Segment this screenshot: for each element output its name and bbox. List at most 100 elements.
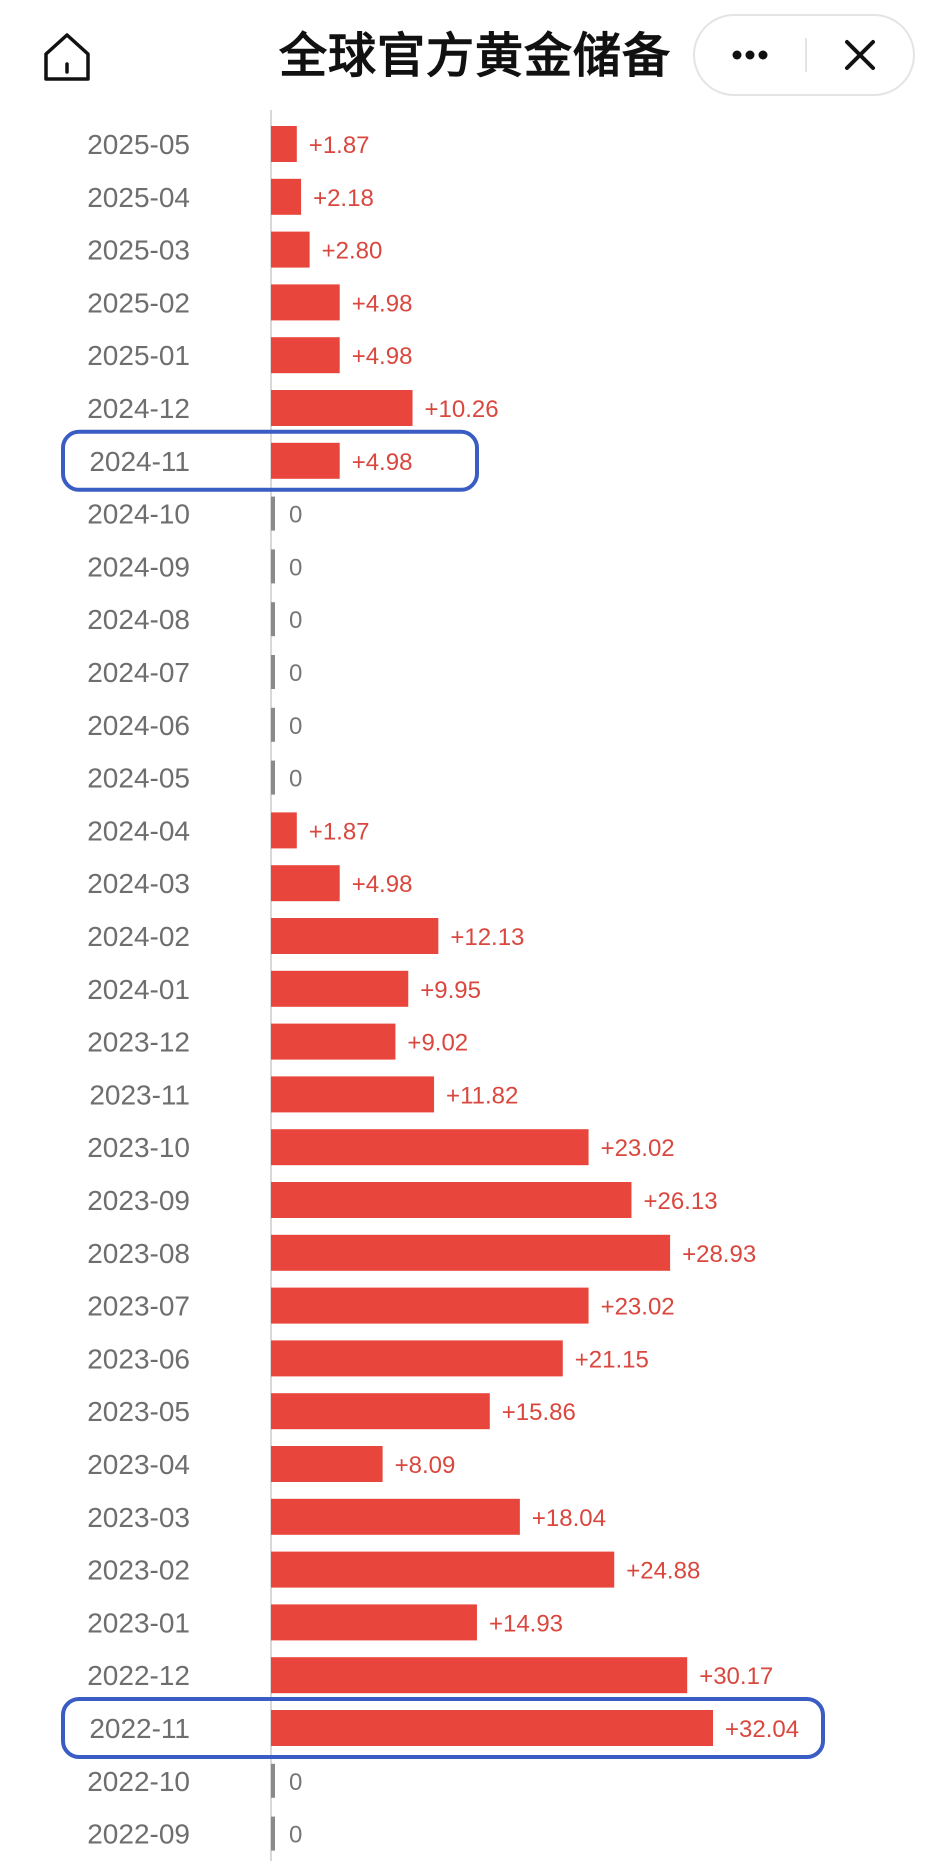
bar-row: 2023-06 +21.15	[87, 1340, 649, 1377]
bar[interactable]	[271, 1604, 477, 1641]
bar[interactable]	[271, 1287, 589, 1324]
value-label: +28.93	[682, 1241, 756, 1268]
category-label: 2023-01	[87, 1607, 190, 1638]
bar-row: 2023-01 +14.93	[87, 1604, 563, 1641]
bar-row: 2025-03 +2.80	[87, 231, 383, 268]
bar-row: 2022-12 +30.17	[87, 1657, 773, 1694]
bar-row: 2025-05 +1.87	[87, 126, 370, 162]
bar[interactable]	[271, 1182, 632, 1218]
bar[interactable]	[271, 1710, 713, 1746]
value-label: +30.17	[699, 1663, 773, 1690]
bar-row: 2023-04 +8.09	[87, 1446, 455, 1482]
zero-bar	[271, 1763, 275, 1798]
menu-capsule	[693, 14, 915, 96]
value-label: +23.02	[601, 1135, 675, 1162]
bar[interactable]	[271, 970, 409, 1007]
bar-row: 2024-01 +9.95	[87, 970, 481, 1007]
category-label: 2024-07	[87, 657, 190, 688]
value-label: 0	[289, 1769, 302, 1796]
zero-bar	[271, 760, 275, 795]
bar-row: 2024-11 +4.98	[89, 442, 412, 479]
bar-row: 2023-08 +28.93	[87, 1234, 756, 1271]
zero-bar	[271, 1816, 275, 1851]
category-label: 2024-01	[87, 974, 190, 1005]
bar[interactable]	[271, 1657, 688, 1694]
category-label: 2023-11	[89, 1079, 190, 1110]
bar[interactable]	[271, 1340, 563, 1377]
page-title: 全球官方黄金储备	[278, 30, 671, 83]
bar-row: 2024-05 0	[87, 760, 302, 795]
bar[interactable]	[271, 178, 302, 215]
more-button[interactable]	[695, 16, 805, 94]
bar-row: 2025-01 +4.98	[87, 337, 412, 374]
zero-bar	[271, 549, 275, 584]
bar[interactable]	[271, 1393, 490, 1430]
bar-row: 2022-11 +32.04	[89, 1710, 799, 1746]
value-label: +14.93	[489, 1610, 563, 1637]
bar[interactable]	[271, 390, 413, 426]
value-label: +9.02	[407, 1030, 468, 1057]
category-label: 2022-12	[87, 1660, 190, 1691]
bar[interactable]	[271, 1129, 589, 1166]
value-label: 0	[289, 607, 302, 634]
bar[interactable]	[271, 1551, 615, 1588]
home-button[interactable]	[40, 30, 94, 84]
bar[interactable]	[271, 918, 439, 954]
bar-row: 2024-10 0	[87, 496, 302, 531]
bar-row: 2024-08 0	[87, 602, 302, 637]
value-label: +2.18	[313, 185, 374, 212]
value-label: +12.13	[450, 924, 524, 951]
value-label: +9.95	[420, 977, 481, 1004]
zero-bar	[271, 602, 275, 637]
category-label: 2022-11	[89, 1713, 190, 1744]
category-label: 2024-10	[87, 499, 190, 530]
category-label: 2023-02	[87, 1555, 190, 1586]
category-label: 2023-06	[87, 1343, 190, 1374]
bar[interactable]	[271, 1498, 520, 1535]
value-label: +10.26	[425, 396, 499, 423]
zero-bar	[271, 655, 275, 689]
zero-bar	[271, 496, 275, 531]
category-label: 2023-10	[87, 1132, 190, 1163]
bar-row: 2022-10 0	[87, 1763, 302, 1798]
category-label: 2023-08	[87, 1238, 190, 1269]
bar[interactable]	[271, 1234, 671, 1271]
bar[interactable]	[271, 126, 297, 162]
bar[interactable]	[271, 284, 340, 321]
more-dots-icon	[732, 50, 768, 60]
category-label: 2023-09	[87, 1185, 190, 1216]
value-label: +8.09	[395, 1452, 456, 1479]
bar-row: 2024-03 +4.98	[87, 865, 413, 902]
bar[interactable]	[271, 865, 340, 902]
value-label: 0	[289, 554, 302, 581]
bar[interactable]	[271, 1023, 396, 1060]
bar-row: 2024-09 0	[87, 549, 302, 584]
category-label: 2024-03	[87, 868, 190, 899]
highlight-box	[61, 1697, 825, 1759]
bar-row: 2023-12 +9.02	[87, 1023, 468, 1060]
bar[interactable]	[271, 442, 340, 479]
bar[interactable]	[271, 812, 297, 849]
value-label: +32.04	[725, 1716, 799, 1743]
category-label: 2022-09	[87, 1819, 190, 1850]
bar-row: 2022-09 0	[87, 1816, 302, 1851]
bar[interactable]	[271, 231, 310, 268]
category-label: 2022-10	[87, 1766, 190, 1797]
close-button[interactable]	[805, 16, 915, 94]
bar-row: 2023-03 +18.04	[87, 1498, 606, 1535]
bar-row: 2024-04 +1.87	[87, 812, 370, 849]
value-label: 0	[289, 766, 302, 793]
bar[interactable]	[271, 337, 340, 374]
value-label: +11.82	[446, 1082, 518, 1109]
bar-row: 2024-06 0	[87, 707, 302, 742]
value-label: +4.98	[352, 871, 413, 898]
value-label: +2.80	[322, 238, 383, 265]
bar-row: 2023-02 +24.88	[87, 1551, 700, 1588]
bar[interactable]	[271, 1076, 435, 1113]
capsule-divider	[805, 38, 807, 72]
bar[interactable]	[271, 1446, 383, 1482]
close-icon	[845, 40, 875, 70]
bar-row: 2025-02 +4.98	[87, 284, 412, 321]
bar-row: 2023-11 +11.82	[89, 1076, 518, 1113]
category-label: 2023-04	[87, 1449, 190, 1480]
